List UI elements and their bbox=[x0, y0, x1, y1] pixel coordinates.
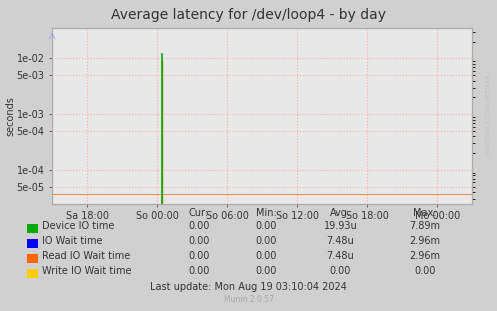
Text: Write IO Wait time: Write IO Wait time bbox=[42, 266, 132, 276]
Text: 0.00: 0.00 bbox=[255, 236, 277, 246]
Text: 0.00: 0.00 bbox=[255, 221, 277, 231]
Text: 0.00: 0.00 bbox=[188, 251, 210, 261]
Text: 0.00: 0.00 bbox=[255, 266, 277, 276]
Text: Munin 2.0.57: Munin 2.0.57 bbox=[224, 295, 273, 304]
Text: Min:: Min: bbox=[255, 208, 276, 218]
Text: Device IO time: Device IO time bbox=[42, 221, 115, 231]
Text: 0.00: 0.00 bbox=[188, 236, 210, 246]
Text: Average latency for /dev/loop4 - by day: Average latency for /dev/loop4 - by day bbox=[111, 8, 386, 22]
Text: 0.00: 0.00 bbox=[188, 266, 210, 276]
Text: 2.96m: 2.96m bbox=[410, 236, 440, 246]
Text: Max:: Max: bbox=[413, 208, 437, 218]
Text: 0.00: 0.00 bbox=[188, 221, 210, 231]
Text: 0.00: 0.00 bbox=[414, 266, 436, 276]
Text: Avg:: Avg: bbox=[330, 208, 351, 218]
Text: 7.48u: 7.48u bbox=[327, 236, 354, 246]
Text: 0.00: 0.00 bbox=[330, 266, 351, 276]
Y-axis label: seconds: seconds bbox=[5, 96, 15, 136]
Text: 0.00: 0.00 bbox=[255, 251, 277, 261]
Text: 7.48u: 7.48u bbox=[327, 251, 354, 261]
Text: 2.96m: 2.96m bbox=[410, 251, 440, 261]
Text: RRDTOOL / TOBI OETIKER: RRDTOOL / TOBI OETIKER bbox=[486, 75, 491, 156]
Text: 19.93u: 19.93u bbox=[324, 221, 357, 231]
Text: Last update: Mon Aug 19 03:10:04 2024: Last update: Mon Aug 19 03:10:04 2024 bbox=[150, 282, 347, 292]
Text: Read IO Wait time: Read IO Wait time bbox=[42, 251, 131, 261]
Text: Cur:: Cur: bbox=[189, 208, 209, 218]
Text: 7.89m: 7.89m bbox=[410, 221, 440, 231]
Text: IO Wait time: IO Wait time bbox=[42, 236, 103, 246]
